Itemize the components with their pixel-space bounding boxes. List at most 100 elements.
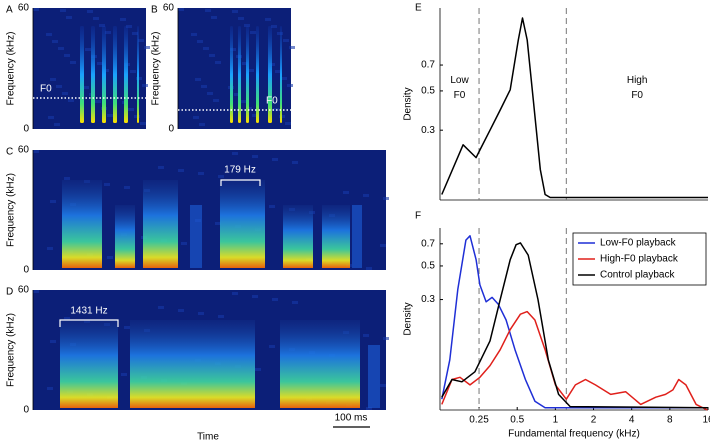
spectrogram-noise xyxy=(142,84,148,87)
y-tick-label: 0.5 xyxy=(421,261,435,272)
y-tick-label: 0 xyxy=(168,124,174,135)
spectrogram-noise xyxy=(232,152,238,155)
y-tick-label: 0 xyxy=(23,405,29,416)
x-tick-label: 0.25 xyxy=(469,415,489,426)
spectrogram-noise xyxy=(54,123,60,126)
sound-energy xyxy=(62,180,102,268)
density-line xyxy=(441,310,708,411)
spectrogram-noise xyxy=(121,373,127,376)
spectrogram-noise xyxy=(232,10,238,13)
spectrogram-noise xyxy=(56,85,62,88)
harmonic-stack xyxy=(280,26,282,123)
y-tick-label: 0.3 xyxy=(421,125,435,136)
bracket xyxy=(59,319,119,327)
spectrogram-noise xyxy=(383,197,389,200)
spectrogram-noise xyxy=(107,256,113,259)
y-tick-label: 0.3 xyxy=(421,294,435,305)
spectrogram-noise xyxy=(85,48,91,51)
spectrogram-noise xyxy=(380,244,386,247)
density-line xyxy=(441,242,709,409)
spectrogram-noise xyxy=(64,54,70,57)
spectrogram-noise xyxy=(265,18,271,21)
spectrogram-noise xyxy=(213,99,219,102)
harmonic-stack xyxy=(124,26,128,123)
harmonic-stack xyxy=(238,26,241,123)
spectrogram-noise xyxy=(48,116,54,119)
bracket xyxy=(220,179,261,186)
spectrogram-noise xyxy=(275,70,281,73)
spectrogram-noise xyxy=(250,31,256,34)
sound-energy xyxy=(115,205,135,268)
spectrogram-noise xyxy=(198,312,204,315)
spectrogram-noise xyxy=(363,194,369,197)
spectrogram-noise xyxy=(209,54,215,57)
scale-bar-label: 100 ms xyxy=(335,413,368,424)
spectrogram-noise xyxy=(252,155,258,158)
spectrogram-noise xyxy=(178,309,184,312)
spectrogram-noise xyxy=(124,326,130,329)
spectrogram-noise xyxy=(158,166,164,169)
harmonic-stack xyxy=(256,26,259,123)
sound-energy xyxy=(60,320,118,408)
sound-energy xyxy=(130,320,255,408)
y-tick-label: 0 xyxy=(23,265,29,276)
spectrogram-noise xyxy=(238,17,244,20)
spectrogram-noise xyxy=(285,122,291,125)
spectrogram-noise xyxy=(281,77,287,80)
harmonic-stack xyxy=(113,26,117,123)
spectrogram-noise xyxy=(218,315,224,318)
spectrogram-noise xyxy=(232,292,238,295)
annotation: Low F0 xyxy=(450,75,469,101)
spectrogram-noise xyxy=(70,61,76,64)
x-tick-label: 0.5 xyxy=(510,415,524,426)
harmonic-stack xyxy=(137,26,139,123)
spectrogram-noise xyxy=(93,17,99,20)
harmonic-stack xyxy=(230,26,233,123)
spectrogram-noise xyxy=(33,8,39,11)
spectrogram-noise xyxy=(99,24,105,27)
spectrogram-noise xyxy=(178,8,184,11)
spectrogram-noise xyxy=(138,39,144,42)
y-axis-label: Frequency (kHz) xyxy=(151,32,162,106)
y-axis-label: Frequency (kHz) xyxy=(6,313,17,387)
spectrogram-noise xyxy=(107,114,113,117)
harmonic-stack xyxy=(80,26,84,123)
spectrogram-noise xyxy=(218,175,224,178)
spectrogram-noise xyxy=(242,62,248,65)
sound-energy xyxy=(322,205,350,268)
panel-letter: D xyxy=(6,287,13,298)
panel-letter: A xyxy=(6,5,13,16)
spectrogram-noise xyxy=(50,200,56,203)
spectrogram-noise xyxy=(64,177,70,180)
spectrogram-noise xyxy=(248,69,254,72)
y-tick-label: 60 xyxy=(18,285,30,296)
y-tick-label: 60 xyxy=(163,3,175,14)
harmonic-stack xyxy=(268,26,272,123)
spectrogram-noise xyxy=(87,10,93,13)
spectrogram-noise xyxy=(68,99,74,102)
spectrogram-noise xyxy=(255,368,261,371)
spectrogram-noise xyxy=(33,290,39,293)
spectrogram-noise xyxy=(47,247,53,250)
spectrogram-noise xyxy=(158,306,164,309)
panel-letter: B xyxy=(151,5,158,16)
density-line xyxy=(441,17,708,199)
spectrogram-noise xyxy=(201,85,207,88)
x-tick-label: 2 xyxy=(591,415,597,426)
annotation: F0 xyxy=(40,84,52,95)
spectrogram-noise xyxy=(64,317,70,320)
spectrogram-noise xyxy=(50,340,56,343)
spectrogram-noise xyxy=(33,150,39,153)
sound-energy xyxy=(368,345,380,408)
spectrogram-noise xyxy=(272,298,278,301)
spectrogram-noise xyxy=(240,100,246,103)
spectrogram-noise xyxy=(128,108,134,111)
sound-energy xyxy=(190,205,202,268)
panel-letter: F xyxy=(415,211,421,222)
spectrogram-noise xyxy=(195,78,201,81)
spectrogram-noise xyxy=(140,122,146,125)
spectrogram-noise xyxy=(292,161,298,164)
spectrogram-noise xyxy=(383,337,389,340)
y-tick-label: 60 xyxy=(18,3,30,14)
spectrogram-noise xyxy=(252,295,258,298)
